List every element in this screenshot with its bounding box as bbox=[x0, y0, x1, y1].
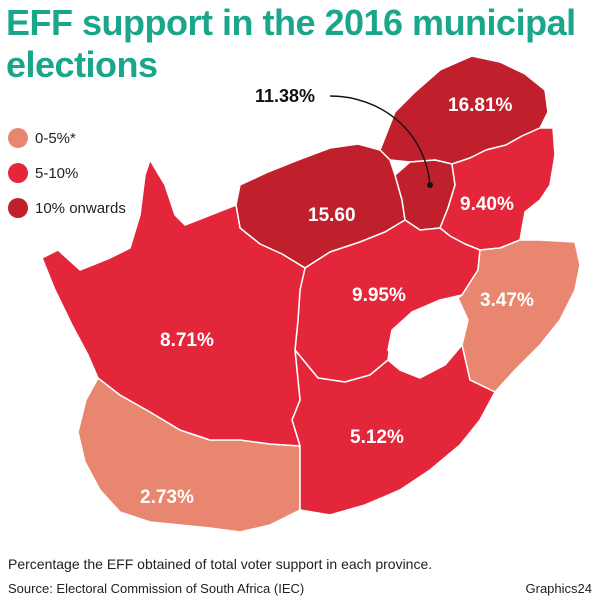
province-northern-cape bbox=[41, 159, 306, 447]
legend-swatch-mid bbox=[8, 163, 28, 183]
gauteng-callout-line bbox=[329, 95, 431, 186]
legend-swatch-high bbox=[8, 198, 28, 218]
province-eastern-cape bbox=[291, 344, 496, 516]
legend-label-mid: 5-10% bbox=[35, 164, 79, 182]
province-value-northern-cape: 8.71% bbox=[160, 330, 214, 351]
gauteng-callout-dot bbox=[427, 182, 433, 188]
legend-swatch-low bbox=[8, 128, 28, 148]
legend-label-low: 0-5%* bbox=[35, 129, 76, 147]
map-title: EFF support in the 2016 municipal electi… bbox=[6, 2, 576, 85]
province-value-mpumalanga: 9.40% bbox=[460, 194, 514, 215]
province-kwazulu-natal bbox=[457, 239, 581, 393]
legend-item-high: 10% onwards bbox=[8, 198, 126, 218]
source-note: Source: Electoral Commission of South Af… bbox=[8, 581, 305, 596]
legend: 0-5%* 5-10% 10% onwards bbox=[8, 128, 126, 233]
legend-label-high: 10% onwards bbox=[35, 199, 126, 217]
province-value-free-state: 9.95% bbox=[352, 285, 406, 306]
province-value-eastern-cape: 5.12% bbox=[350, 427, 404, 448]
province-value-north-west: 15.60 bbox=[308, 205, 356, 226]
province-value-gauteng: 11.38% bbox=[255, 86, 315, 106]
map-caption: Percentage the EFF obtained of total vot… bbox=[8, 556, 433, 572]
province-value-limpopo: 16.81% bbox=[448, 95, 513, 116]
legend-item-mid: 5-10% bbox=[8, 163, 126, 183]
legend-item-low: 0-5%* bbox=[8, 128, 126, 148]
graphics-credit: Graphics24 bbox=[525, 581, 592, 596]
province-value-kwazulu-natal: 3.47% bbox=[480, 290, 534, 311]
province-value-western-cape: 2.73% bbox=[140, 487, 194, 508]
